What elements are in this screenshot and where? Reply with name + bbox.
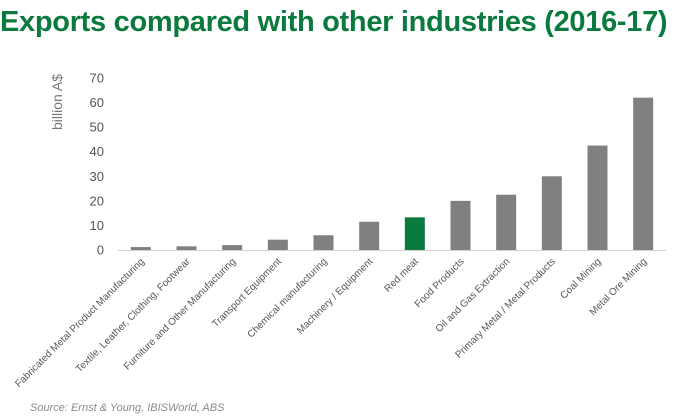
bar xyxy=(587,145,608,250)
y-tick-label: 20 xyxy=(90,193,104,208)
y-tick-label: 40 xyxy=(90,144,104,159)
bar xyxy=(313,235,334,250)
bar xyxy=(496,194,517,250)
y-axis-ticks: 0 10 20 30 40 50 60 70 xyxy=(90,71,104,258)
source-note: Source: Ernst & Young, IBISWorld, ABS xyxy=(30,402,225,414)
bar xyxy=(541,176,562,250)
category-label: Chemical manufacturing xyxy=(246,256,330,340)
category-label: Oil and Gas Extraction xyxy=(434,256,513,335)
bar xyxy=(404,217,425,250)
category-label: Red meat xyxy=(383,256,422,295)
bar xyxy=(222,245,243,250)
category-label: Machinery / Equipment xyxy=(295,256,375,336)
category-label: Primary Metal / Metal Products xyxy=(454,256,558,360)
y-axis-label: billion A$ xyxy=(49,74,65,130)
bar xyxy=(450,200,471,250)
bar xyxy=(130,247,151,250)
bars xyxy=(130,97,654,251)
y-tick-label: 10 xyxy=(90,218,104,233)
bar xyxy=(176,246,197,250)
category-labels: Fabricated Metal Product ManufacturingTe… xyxy=(13,256,649,390)
chart-title: Exports compared with other industries (… xyxy=(0,6,668,38)
y-tick-label: 60 xyxy=(90,95,104,110)
bar xyxy=(633,97,654,251)
bar xyxy=(359,221,380,250)
y-tick-label: 0 xyxy=(97,243,104,258)
y-tick-label: 30 xyxy=(90,169,104,184)
category-label: Coal Mining xyxy=(558,256,603,301)
y-tick-label: 70 xyxy=(90,71,104,86)
bar xyxy=(267,239,288,250)
y-tick-label: 50 xyxy=(90,120,104,135)
